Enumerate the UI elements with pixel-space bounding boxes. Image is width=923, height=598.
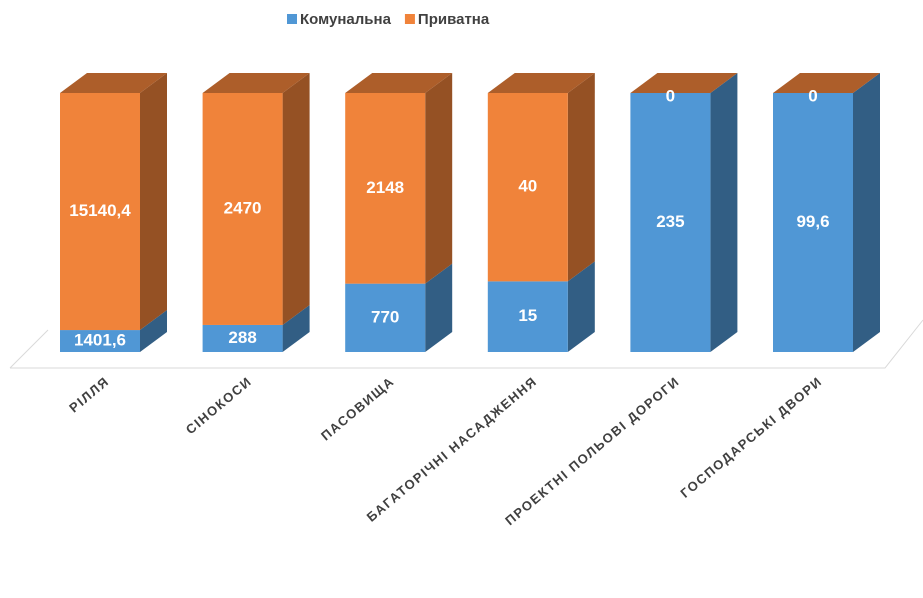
floor-edge (9, 329, 49, 369)
bar-segment (60, 73, 167, 331)
bar-segment (202, 73, 310, 325)
x-tick-label: ГОСПОДАРСЬКІ ДВОРИ (677, 373, 825, 500)
bar-segment (630, 73, 738, 93)
legend-swatch (287, 14, 297, 24)
x-tick-label: РІЛЛЯ (66, 373, 112, 415)
bar-front (202, 324, 283, 352)
value-label: 2470 (224, 198, 262, 217)
bar-segment (345, 73, 453, 284)
value-label: 235 (656, 212, 684, 231)
bar-segment (202, 304, 310, 352)
bar-front (630, 93, 711, 352)
bar-segment (773, 73, 880, 352)
x-tick-label: ПРОЕКТНІ ПОЛЬОВІ ДОРОГИ (502, 373, 682, 528)
value-label: 40 (518, 177, 537, 196)
value-label: 15 (518, 306, 537, 325)
bar-side (282, 73, 310, 325)
bar-side (567, 261, 595, 352)
bar-side (425, 73, 453, 284)
bar-side (710, 73, 738, 352)
bar-top (60, 73, 167, 93)
bar-segment (773, 73, 880, 93)
value-label: 770 (371, 307, 399, 326)
bar-front (487, 93, 568, 282)
bar-side (282, 304, 310, 352)
value-label: 1401,6 (74, 331, 126, 350)
value-label: 15140,4 (69, 201, 131, 220)
value-label: 99,6 (796, 212, 829, 231)
bar-front (202, 93, 283, 325)
value-label: 2148 (366, 178, 404, 197)
bar-segment (60, 310, 167, 352)
x-tick-label: БАГАТОРІЧНІ НАСАДЖЕННЯ (364, 373, 540, 524)
bar-segment (487, 73, 595, 282)
legend-label: Приватна (418, 11, 490, 28)
bar-front (60, 330, 140, 352)
value-label: 288 (228, 328, 256, 347)
floor-edge (10, 319, 923, 369)
bar-side (567, 73, 595, 282)
bar-segment (630, 73, 738, 352)
bar-segment (345, 263, 453, 352)
bar-front (60, 93, 140, 331)
value-label: 0 (666, 86, 675, 105)
bar-side (425, 263, 453, 352)
bar-top (487, 73, 595, 93)
value-label: 0 (808, 86, 817, 105)
bar-top (630, 73, 738, 93)
bar-front (773, 93, 853, 352)
x-tick-label: ПАСОВИЩА (318, 373, 397, 443)
bar-side (140, 73, 167, 331)
bar-top (345, 73, 453, 93)
bar-top (773, 73, 880, 93)
bar-front (345, 93, 426, 284)
floor (9, 319, 923, 369)
bar-top (202, 73, 310, 93)
bar-side (140, 310, 167, 352)
legend-swatch (404, 14, 415, 24)
bar-front (345, 283, 426, 352)
bar-side (853, 73, 880, 352)
legend-label: Комунальна (300, 11, 392, 28)
bar-segment (487, 261, 595, 352)
bar-front (487, 281, 568, 352)
x-tick-label: СІНОКОСИ (183, 373, 255, 437)
